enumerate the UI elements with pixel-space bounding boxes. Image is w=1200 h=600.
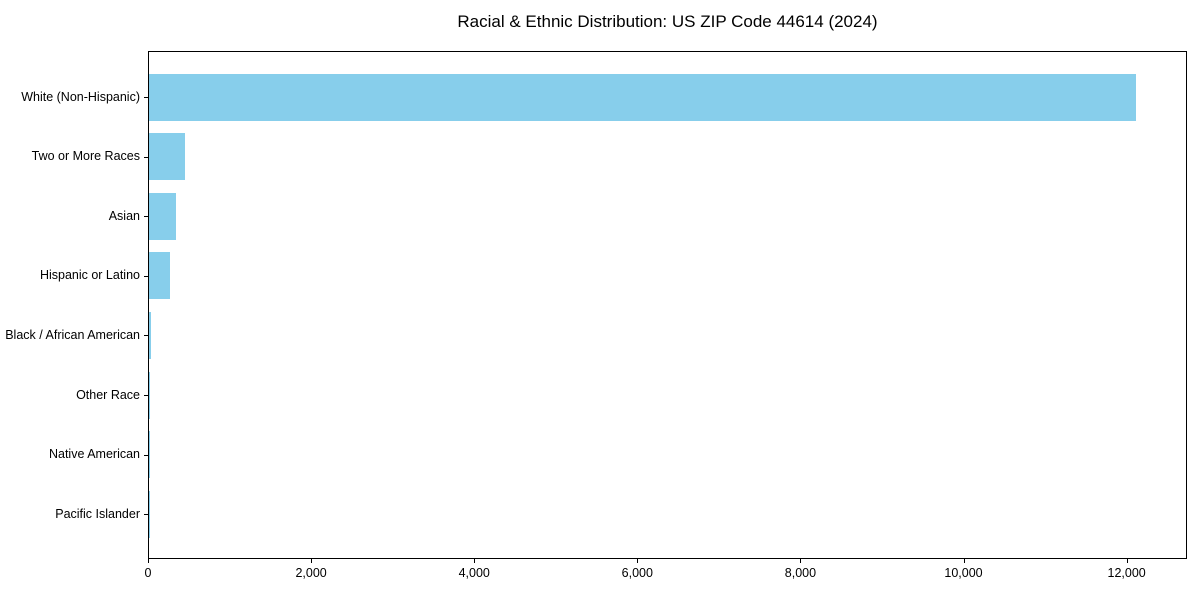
y-tick-mark xyxy=(144,514,148,516)
bar-native-american xyxy=(149,431,150,479)
x-tick-label: 2,000 xyxy=(295,566,327,580)
category-label: Two or More Races xyxy=(31,149,140,164)
x-tick-mark xyxy=(148,559,149,563)
x-tick-mark xyxy=(800,559,802,563)
y-tick-mark xyxy=(144,275,148,277)
x-tick-mark xyxy=(637,559,639,563)
x-tick-mark xyxy=(1126,559,1128,563)
x-tick-label: 10,000 xyxy=(944,566,983,580)
bar-white-non-hispanic xyxy=(149,73,1136,121)
y-tick-mark xyxy=(144,335,148,337)
x-tick-mark xyxy=(963,559,965,563)
category-label: Pacific Islander xyxy=(55,506,140,521)
y-tick-mark xyxy=(144,156,148,158)
x-tick-label: 0 xyxy=(144,566,152,580)
x-tick-label: 4,000 xyxy=(458,566,490,580)
category-label: White (Non-Hispanic) xyxy=(21,89,140,104)
x-tick-label: 8,000 xyxy=(784,566,817,580)
bar-other-race xyxy=(149,371,151,419)
y-tick-mark xyxy=(144,97,148,98)
y-tick-mark xyxy=(144,395,148,396)
category-label: Hispanic or Latino xyxy=(39,268,140,283)
plot-area xyxy=(148,51,1187,559)
y-tick-mark xyxy=(144,454,148,456)
category-label: Other Race xyxy=(76,387,140,402)
category-label: Asian xyxy=(108,208,140,223)
bar-hispanic-or-latino xyxy=(149,252,171,300)
x-tick-label: 6,000 xyxy=(621,566,653,580)
category-label: Black / African American xyxy=(5,327,140,342)
x-tick-mark xyxy=(311,559,313,563)
bar-two-or-more-races xyxy=(149,133,185,181)
chart-title: Racial & Ethnic Distribution: US ZIP Cod… xyxy=(457,12,878,31)
bar-asian xyxy=(149,192,176,240)
y-tick-mark xyxy=(144,216,148,218)
x-tick-label: 12,000 xyxy=(1107,566,1146,580)
x-tick-mark xyxy=(474,559,476,563)
category-label: Native American xyxy=(48,447,140,462)
bar-black-african-american xyxy=(149,311,152,359)
